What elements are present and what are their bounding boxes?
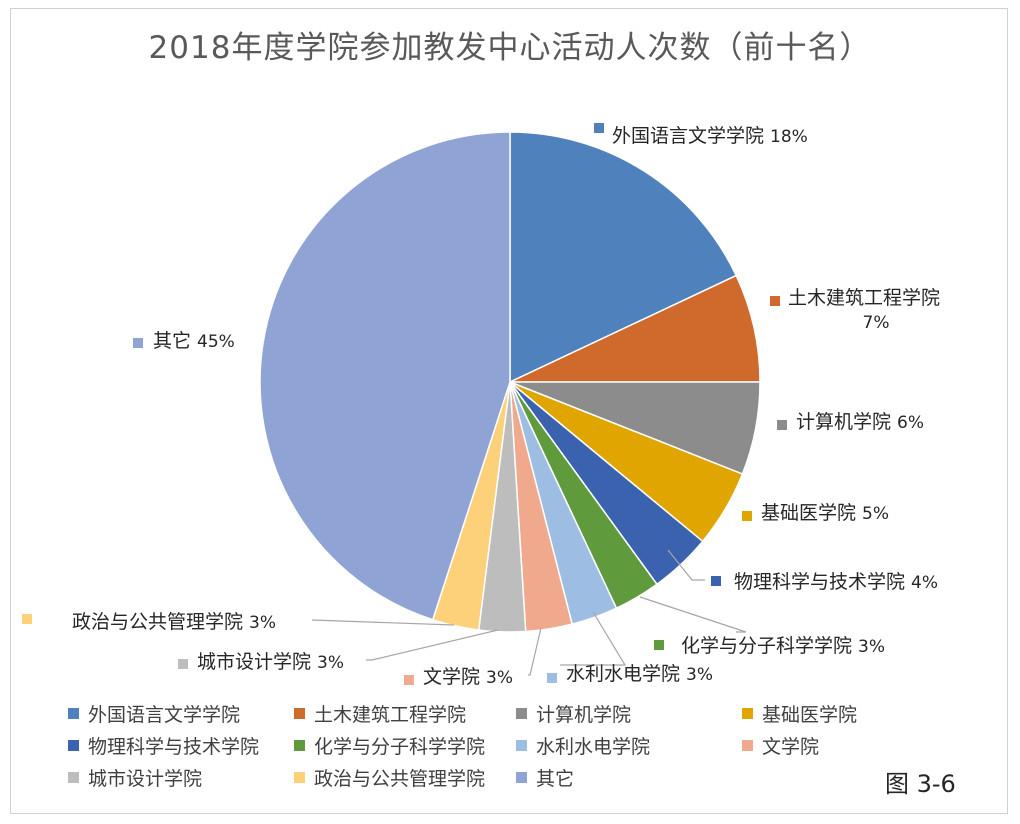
legend-item-4: 物理科学与技术学院	[68, 732, 294, 758]
data-label-2: 计算机学院 6%	[796, 411, 924, 433]
data-label-swatch-5	[654, 640, 664, 650]
pie-slice-0	[509, 131, 738, 384]
legend-swatch	[68, 739, 79, 751]
chart-title: 2018年度学院参加教发中心活动人次数（前十名）	[148, 30, 872, 66]
legend-swatch	[516, 739, 527, 751]
data-label-3: 基础医学院 5%	[761, 502, 889, 524]
leader-line-5	[639, 596, 747, 633]
pie-slice-1	[509, 274, 761, 383]
legend-label: 政治与公共管理学院	[314, 767, 486, 790]
leader-line-6	[560, 611, 627, 666]
pie-chart: 外国语言文学学院 18% 土木建筑工程学院 7% 计算机学院 6% 基础医学院 5% 物理…	[22, 123, 940, 688]
data-label-1: 土木建筑工程学院	[788, 287, 940, 309]
legend-item-5: 化学与分子科学学院	[294, 732, 516, 758]
data-label-swatch-9	[22, 614, 32, 624]
data-label-5: 化学与分子科学学院 3%	[681, 635, 885, 657]
data-label-0: 外国语言文学学院 18%	[612, 125, 808, 147]
legend-swatch	[294, 739, 305, 751]
data-label-swatch-8	[178, 659, 188, 669]
legend-item-2: 计算机学院	[516, 700, 742, 726]
legend-swatch	[68, 771, 79, 783]
leader-line-8	[366, 629, 499, 661]
legend-label: 基础医学院	[762, 703, 858, 726]
data-label-swatch-1	[770, 296, 780, 306]
pie-slice-10	[259, 131, 511, 621]
chart-legend: 外国语言文学学院 土木建筑工程学院 计算机学院 基础医学院物理科学与技术学院 化学与分子…	[68, 700, 968, 790]
legend-label: 外国语言文学学院	[88, 703, 241, 726]
legend-item-10: 其它	[516, 764, 742, 790]
data-label-swatch-10	[133, 338, 143, 348]
legend-swatch	[742, 707, 753, 719]
data-label-7: 文学院 3%	[423, 666, 513, 688]
legend-label: 物理科学与技术学院	[88, 735, 260, 758]
data-label-swatch-6	[547, 673, 557, 683]
legend-label: 其它	[536, 767, 575, 790]
data-label-swatch-4	[711, 576, 721, 586]
legend-label: 土木建筑工程学院	[314, 703, 467, 726]
legend-swatch	[516, 707, 527, 719]
data-label-4: 物理科学与技术学院 4%	[734, 571, 938, 593]
data-label-swatch-7	[404, 675, 414, 685]
data-label-swatch-3	[742, 511, 752, 521]
legend-label: 水利水电学院	[536, 735, 651, 758]
data-label-10: 其它 45%	[153, 330, 235, 352]
legend-label: 城市设计学院	[88, 767, 203, 790]
figure-caption: 图 3-6	[885, 770, 956, 798]
legend-swatch	[294, 771, 305, 783]
data-label-swatch-2	[777, 420, 787, 430]
leader-line-4	[667, 549, 705, 581]
legend-item-3: 基础医学院	[742, 700, 968, 726]
legend-swatch	[742, 739, 753, 751]
legend-swatch	[294, 707, 305, 719]
legend-swatch	[68, 707, 79, 719]
legend-swatch	[516, 771, 527, 783]
legend-item-8: 城市设计学院	[68, 764, 294, 790]
legend-item-7: 文学院	[742, 732, 968, 758]
leader-line-9	[311, 619, 455, 626]
legend-label: 计算机学院	[536, 703, 632, 726]
legend-item-1: 土木建筑工程学院	[294, 700, 516, 726]
data-label-8: 城市设计学院 3%	[197, 651, 344, 673]
data-label-9: 政治与公共管理学院 3%	[72, 611, 276, 633]
legend-item-6: 水利水电学院	[516, 732, 742, 758]
legend-item-9: 政治与公共管理学院	[294, 764, 516, 790]
data-label-swatch-0	[594, 123, 604, 133]
data-label-6: 水利水电学院 3%	[566, 663, 713, 685]
data-label-percent-1: 7%	[863, 313, 890, 333]
leader-line-7	[528, 627, 542, 676]
legend-label: 文学院	[762, 735, 820, 758]
legend-item-0: 外国语言文学学院	[68, 700, 294, 726]
legend-label: 化学与分子科学学院	[314, 735, 486, 758]
